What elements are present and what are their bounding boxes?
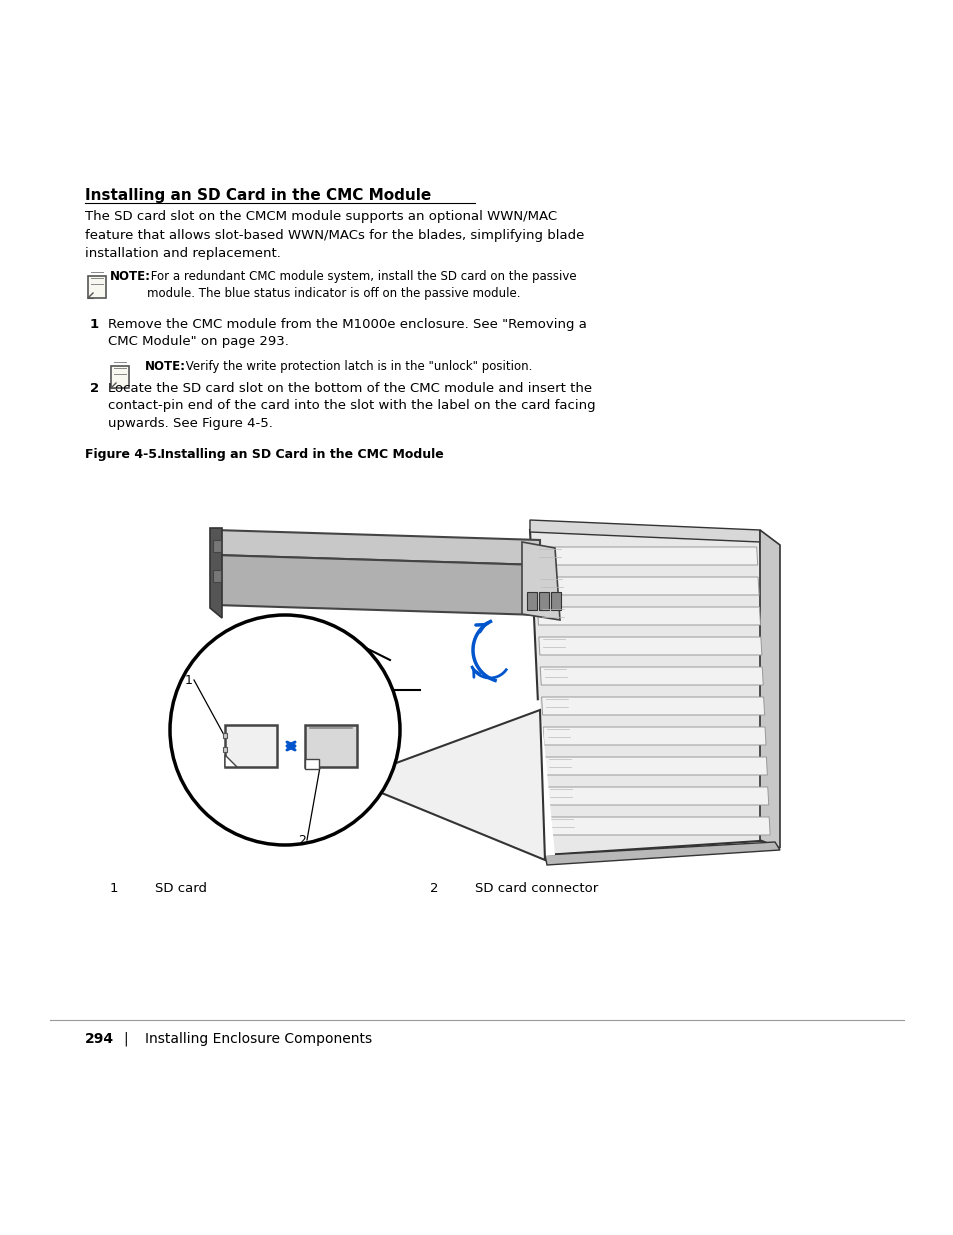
Polygon shape — [210, 529, 222, 618]
Text: 2: 2 — [90, 382, 99, 395]
Polygon shape — [760, 530, 780, 848]
Polygon shape — [225, 755, 236, 767]
Polygon shape — [530, 520, 760, 542]
Text: 1: 1 — [185, 673, 193, 687]
FancyBboxPatch shape — [111, 366, 129, 388]
Polygon shape — [534, 547, 757, 564]
Polygon shape — [521, 542, 559, 620]
Text: 1: 1 — [90, 317, 99, 331]
Text: Installing an SD Card in the CMC Module: Installing an SD Card in the CMC Module — [85, 188, 431, 203]
Text: 2: 2 — [430, 882, 438, 895]
FancyBboxPatch shape — [225, 725, 276, 767]
Text: Installing Enclosure Components: Installing Enclosure Components — [145, 1032, 372, 1046]
Polygon shape — [537, 606, 760, 625]
Text: NOTE:: NOTE: — [110, 270, 151, 283]
Text: SD card connector: SD card connector — [475, 882, 598, 895]
Text: 294: 294 — [85, 1032, 114, 1046]
Polygon shape — [539, 667, 762, 685]
Bar — [538, 592, 548, 610]
Bar — [223, 734, 227, 739]
Polygon shape — [214, 530, 539, 564]
Bar — [213, 540, 221, 552]
Polygon shape — [350, 710, 544, 860]
Bar — [223, 747, 227, 752]
Text: Installing an SD Card in the CMC Module: Installing an SD Card in the CMC Module — [143, 448, 443, 461]
Polygon shape — [530, 530, 774, 855]
Polygon shape — [547, 818, 769, 835]
Text: The SD card slot on the CMCM module supports an optional WWN/MAC
feature that al: The SD card slot on the CMCM module supp… — [85, 210, 584, 261]
Text: SD card: SD card — [154, 882, 207, 895]
Polygon shape — [542, 727, 765, 745]
Bar — [551, 592, 560, 610]
Text: |: | — [123, 1032, 128, 1046]
Polygon shape — [541, 697, 763, 715]
Text: For a redundant CMC module system, install the SD card on the passive
module. Th: For a redundant CMC module system, insta… — [147, 270, 576, 300]
Circle shape — [170, 615, 399, 845]
Polygon shape — [536, 577, 759, 595]
Polygon shape — [544, 842, 780, 864]
Bar — [213, 571, 221, 582]
FancyBboxPatch shape — [305, 760, 318, 769]
Polygon shape — [214, 555, 539, 615]
Polygon shape — [538, 637, 761, 655]
Text: Figure 4-5.: Figure 4-5. — [85, 448, 162, 461]
Text: NOTE:: NOTE: — [145, 359, 186, 373]
Polygon shape — [390, 700, 555, 869]
Bar — [526, 592, 537, 610]
Polygon shape — [544, 757, 766, 776]
Text: Remove the CMC module from the M1000e enclosure. See "Removing a
CMC Module" on : Remove the CMC module from the M1000e en… — [108, 317, 586, 348]
Text: Verify the write protection latch is in the "unlock" position.: Verify the write protection latch is in … — [182, 359, 532, 373]
Polygon shape — [545, 787, 768, 805]
Text: Locate the SD card slot on the bottom of the CMC module and insert the
contact-p: Locate the SD card slot on the bottom of… — [108, 382, 595, 430]
FancyBboxPatch shape — [305, 725, 356, 767]
Text: 2: 2 — [297, 834, 306, 846]
FancyBboxPatch shape — [88, 275, 106, 298]
Text: 1: 1 — [110, 882, 118, 895]
